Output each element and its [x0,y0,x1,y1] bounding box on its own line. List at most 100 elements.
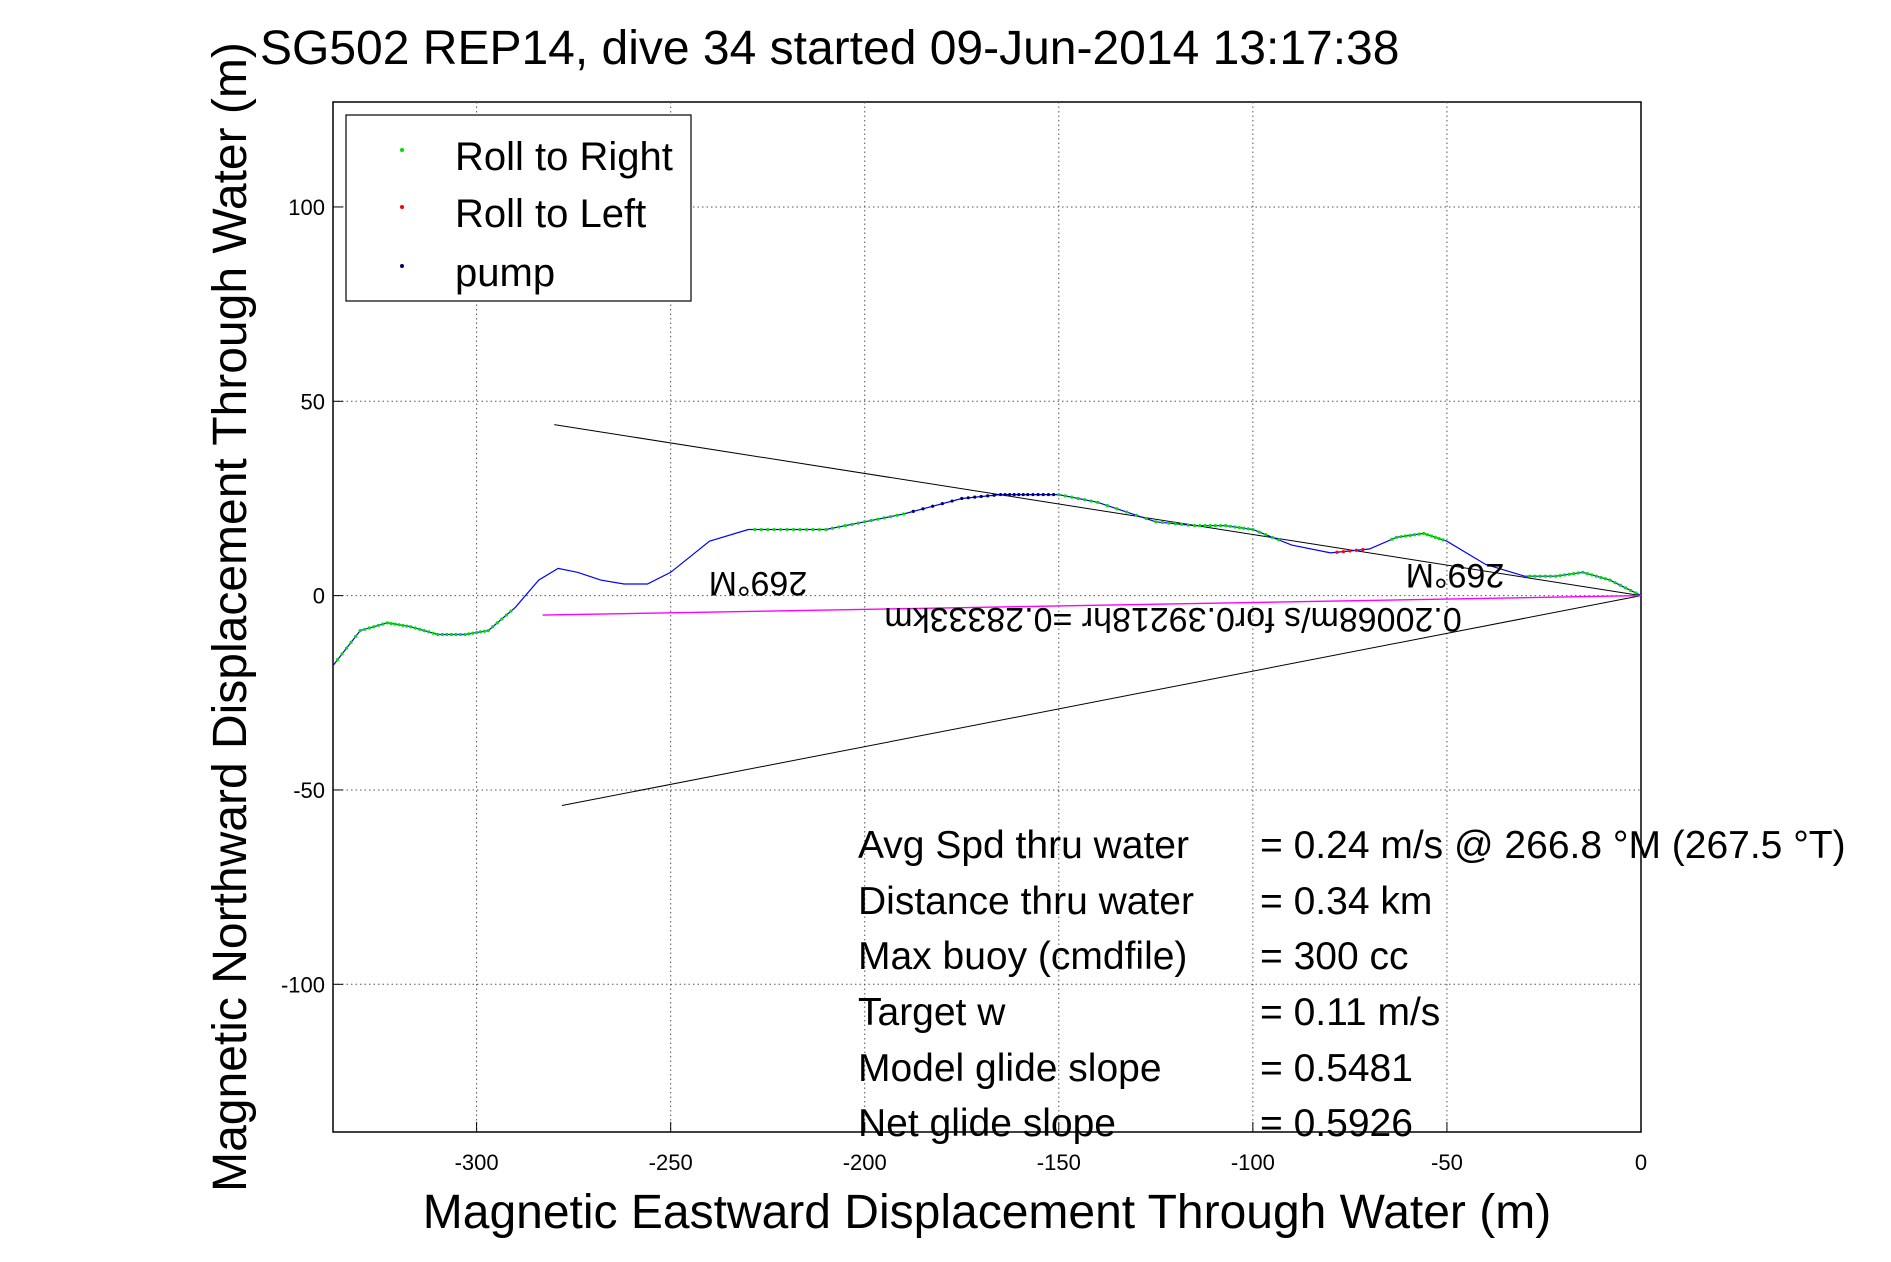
roll-right-marker [1218,524,1223,528]
roll-right-marker [486,629,490,633]
roll-right-marker [895,513,899,517]
roll-right-marker [1213,524,1217,528]
stat-value-target-w: = 0.11 m/s [1260,991,1440,1034]
roll-right-marker [1224,524,1228,528]
roll-right-marker [863,520,867,524]
x-tick-label: -50 [1431,1150,1463,1175]
roll-right-marker [1528,574,1532,578]
roll-right-marker [389,621,393,626]
roll-right-marker [363,627,367,631]
roll-right-marker [1125,510,1129,514]
heading-fan-line [561,595,1641,807]
roll-right-marker [344,646,349,650]
roll-right-marker [1154,520,1158,524]
roll-right-marker [1105,503,1109,508]
pump-marker [960,496,964,501]
roll-right-marker [811,527,815,532]
pump-marker [1017,492,1021,497]
pump-marker [986,494,990,498]
roll-right-marker [440,632,444,637]
roll-right-marker [1057,492,1061,497]
pump-marker [973,495,977,499]
roll-right-marker [824,527,828,532]
roll-right-marker [1623,586,1628,590]
stats-block: Avg Spd thru water = 0.24 m/s @ 266.8 °M… [858,824,1846,1145]
roll-right-marker [1186,523,1190,527]
heading-label-1: 269°M [709,564,808,602]
roll-right-marker [427,630,431,634]
roll-right-marker [1543,574,1547,578]
stat-label-net-glide: Net glide slope [858,1102,1116,1145]
stat-value-distance: = 0.34 km [1260,880,1432,923]
roll-right-marker [1590,573,1594,577]
roll-right-marker [418,627,422,631]
roll-right-marker [401,623,405,628]
pump-marker [1008,492,1012,497]
roll-right-marker [1563,573,1567,577]
roll-right-marker [817,527,822,532]
roll-right-marker [1270,535,1274,539]
roll-right-marker [372,625,376,629]
roll-right-marker [393,622,397,626]
roll-right-marker [1180,522,1184,526]
stat-label-model-glide: Model glide slope [858,1047,1162,1090]
pump-marker [1041,492,1045,497]
roll-right-marker [1576,571,1580,575]
pump-marker [998,492,1003,497]
roll-right-marker [1417,532,1421,536]
roll-right-marker [1603,577,1608,581]
roll-right-marker [458,632,463,637]
roll-right-marker [1548,574,1553,578]
roll-right-marker [354,634,358,639]
pump-marker [1003,492,1007,497]
stat-value-model-glide: = 0.5481 [1260,1047,1413,1090]
roll-right-marker [1403,534,1408,538]
roll-right-marker [889,514,893,519]
roll-right-marker [1390,537,1394,541]
x-tick-label: -300 [455,1150,499,1175]
roll-right-marker [753,527,757,532]
roll-right-marker [1089,499,1093,503]
roll-right-marker [367,626,371,630]
roll-right-marker [804,527,809,532]
roll-left-marker [1361,548,1365,552]
roll-right-marker [1277,538,1281,542]
stat-value-net-glide: = 0.5926 [1260,1102,1413,1145]
roll-right-marker [1567,572,1571,576]
pump-marker [950,499,954,503]
roll-right-marker [1429,534,1434,538]
roll-right-marker [837,525,841,529]
roll-right-marker [1160,520,1164,525]
roll-right-marker [449,632,453,637]
pump-marker [931,504,935,508]
x-tick-labels: -300 -250 -200 -150 -100 -50 0 [455,1150,1648,1175]
roll-right-marker [759,527,763,532]
x-tick-label: -200 [843,1150,887,1175]
roll-right-marker [1629,588,1633,593]
legend-label-pump: pump [455,251,555,295]
roll-right-marker [1063,494,1067,498]
roll-right-marker [1208,524,1212,528]
roll-right-marker [1228,524,1232,528]
roll-right-marker [1242,526,1246,530]
roll-left-marker [1341,549,1346,554]
pump-marker [1021,492,1025,497]
roll-right-marker [772,527,776,532]
pump-marker [1046,492,1051,497]
roll-right-marker [1412,533,1417,537]
pump-marker [921,507,925,511]
roll-right-marker [1554,574,1558,578]
roll-right-marker [1399,535,1403,539]
data-layer [333,424,1641,807]
roll-right-marker [1437,537,1441,541]
roll-right-marker [1233,525,1237,529]
roll-right-marker [1251,527,1255,532]
roll-left-marker [1348,549,1352,553]
stat-label-target-w: Target w [858,991,1006,1034]
roll-right-marker [491,625,495,629]
x-tick-label: -250 [649,1150,693,1175]
roll-right-marker [436,632,440,637]
roll-right-marker [445,632,449,637]
roll-right-marker [766,527,770,532]
roll-right-marker [1246,527,1250,531]
